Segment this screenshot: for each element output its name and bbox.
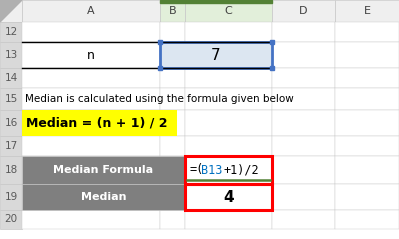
Bar [335, 110, 399, 136]
Bar [335, 0, 399, 22]
Bar [160, 156, 185, 184]
Text: 15: 15 [4, 94, 18, 104]
Text: n: n [87, 49, 95, 61]
Text: D: D [299, 6, 308, 16]
Text: A: A [87, 6, 95, 16]
Text: 18: 18 [4, 165, 18, 175]
Bar [160, 68, 185, 88]
Bar [335, 22, 399, 42]
Bar [335, 68, 399, 88]
Bar [160, 136, 185, 156]
Polygon shape [0, 0, 22, 22]
Bar [22, 110, 160, 136]
Bar [335, 156, 399, 184]
Bar [160, 110, 185, 136]
Text: B: B [169, 6, 176, 16]
Bar [335, 210, 399, 229]
Bar [185, 184, 272, 210]
Bar [270, 66, 274, 70]
Bar [158, 66, 162, 70]
Text: 17: 17 [4, 141, 18, 151]
Bar [272, 184, 335, 210]
Bar [160, 210, 185, 229]
Bar [22, 68, 160, 88]
Bar [335, 136, 399, 156]
Text: 14: 14 [4, 73, 18, 83]
Bar [185, 88, 272, 110]
Bar [272, 88, 335, 110]
Bar [22, 22, 160, 42]
Bar [272, 68, 335, 88]
Bar [272, 210, 335, 229]
Bar [22, 156, 160, 184]
Bar [185, 184, 272, 210]
Bar [335, 88, 399, 110]
Text: 12: 12 [4, 27, 18, 37]
Bar [22, 0, 160, 22]
Bar [0, 156, 22, 184]
Bar [22, 156, 185, 184]
Bar [0, 210, 22, 229]
Bar [160, 22, 185, 42]
Bar [270, 40, 274, 44]
Text: Median: Median [81, 192, 126, 202]
Bar [185, 156, 272, 184]
Bar [0, 22, 22, 42]
Text: =(: =( [189, 163, 203, 176]
Text: 20: 20 [4, 214, 18, 224]
Bar [160, 42, 272, 68]
Bar [22, 210, 160, 229]
Text: 19: 19 [4, 192, 18, 202]
Bar [185, 110, 272, 136]
Bar [335, 184, 399, 210]
Bar [158, 40, 162, 44]
Bar [160, 184, 185, 210]
Bar [272, 42, 335, 68]
Bar [160, 42, 272, 68]
Bar [0, 136, 22, 156]
Text: 7: 7 [211, 48, 221, 63]
Bar [0, 88, 22, 110]
Bar [0, 42, 22, 68]
Bar [272, 156, 335, 184]
Bar [185, 210, 272, 229]
Bar [22, 136, 160, 156]
Bar [22, 42, 160, 68]
Bar [185, 0, 272, 22]
Bar [160, 88, 185, 110]
Bar [22, 184, 160, 210]
Bar [185, 68, 272, 88]
Bar [0, 184, 22, 210]
Text: E: E [363, 6, 371, 16]
Bar [272, 110, 335, 136]
Bar [0, 68, 22, 88]
Bar [22, 184, 185, 210]
Text: 4: 4 [223, 190, 234, 205]
Bar [160, 42, 185, 68]
Bar [185, 22, 272, 42]
Bar [185, 184, 272, 210]
Bar [160, 0, 272, 2]
Bar [185, 136, 272, 156]
Bar [185, 156, 272, 184]
Text: 16: 16 [4, 118, 18, 128]
Bar [272, 22, 335, 42]
Bar [0, 110, 22, 136]
Text: 13: 13 [4, 50, 18, 60]
Text: C: C [225, 6, 232, 16]
Text: B13: B13 [201, 163, 222, 176]
Text: Median = (n + 1) / 2: Median = (n + 1) / 2 [26, 116, 168, 130]
Text: +1)/2: +1)/2 [223, 163, 259, 176]
Bar [272, 136, 335, 156]
Bar [185, 42, 272, 68]
Text: Median is calculated using the formula given below: Median is calculated using the formula g… [25, 94, 294, 104]
Bar [185, 156, 272, 184]
Bar [22, 88, 160, 110]
Bar [272, 0, 335, 22]
Bar [335, 42, 399, 68]
Bar [160, 0, 185, 22]
Bar [0, 0, 22, 22]
Bar [22, 110, 177, 136]
Text: Median Formula: Median Formula [53, 165, 154, 175]
